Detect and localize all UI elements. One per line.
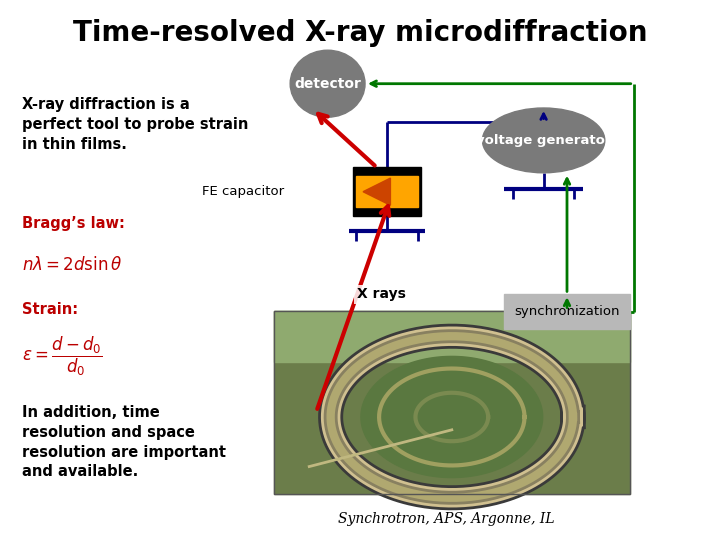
Text: $\varepsilon = \dfrac{d - d_0}{d_0}$: $\varepsilon = \dfrac{d - d_0}{d_0}$ — [22, 335, 102, 378]
Polygon shape — [361, 356, 543, 477]
Bar — [274, 310, 630, 494]
Text: Synchrotron, APS, Argonne, IL: Synchrotron, APS, Argonne, IL — [338, 512, 554, 526]
Text: In addition, time
resolution and space
resolution are important
and available.: In addition, time resolution and space r… — [22, 405, 225, 480]
Text: $n\lambda = 2d\sin\theta$: $n\lambda = 2d\sin\theta$ — [22, 256, 122, 274]
Polygon shape — [363, 178, 390, 205]
Bar — [274, 310, 630, 494]
Text: detector: detector — [294, 77, 361, 91]
Text: Time-resolved X-ray microdiffraction: Time-resolved X-ray microdiffraction — [73, 19, 647, 47]
Ellipse shape — [482, 108, 605, 173]
Text: X-ray diffraction is a
perfect tool to probe strain
in thin films.: X-ray diffraction is a perfect tool to p… — [22, 97, 248, 152]
Bar — [504, 294, 630, 329]
Text: synchronization: synchronization — [514, 305, 620, 319]
Bar — [274, 310, 630, 362]
Text: voltage generator: voltage generator — [476, 134, 611, 147]
Text: X rays: X rays — [357, 287, 406, 301]
Bar — [353, 167, 421, 216]
Text: Strain:: Strain: — [22, 302, 78, 318]
Text: FE capacitor: FE capacitor — [202, 185, 284, 198]
Text: Bragg’s law:: Bragg’s law: — [22, 216, 125, 231]
Ellipse shape — [290, 50, 365, 117]
Bar — [356, 176, 418, 207]
